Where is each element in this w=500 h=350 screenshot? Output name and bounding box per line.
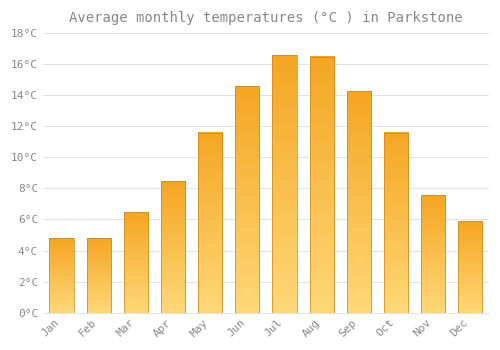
Bar xyxy=(272,55,296,313)
Bar xyxy=(421,195,445,313)
Bar xyxy=(198,133,222,313)
Bar xyxy=(310,56,334,313)
Bar xyxy=(124,212,148,313)
Bar xyxy=(384,133,408,313)
Title: Average monthly temperatures (°C ) in Parkstone: Average monthly temperatures (°C ) in Pa… xyxy=(69,11,462,25)
Bar xyxy=(458,221,482,313)
Bar xyxy=(161,181,185,313)
Bar xyxy=(86,238,111,313)
Bar xyxy=(347,91,371,313)
Bar xyxy=(50,238,74,313)
Bar xyxy=(236,86,260,313)
